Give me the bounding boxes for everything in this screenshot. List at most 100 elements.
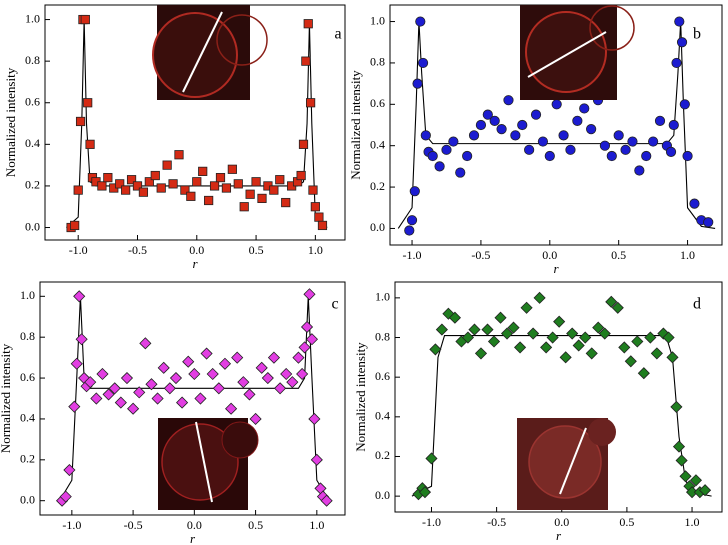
point [245,189,255,199]
point [585,347,598,360]
point [468,323,481,336]
point [306,98,316,108]
point [412,78,423,89]
point [404,225,415,236]
y-tick-label: 0.2 [25,178,40,192]
x-tick-label: 0.0 [542,248,557,262]
point [657,327,670,340]
point [520,301,533,314]
point [624,355,637,368]
point [215,173,226,183]
point [533,291,546,304]
y-tick-label: 0.4 [25,136,40,150]
point [296,367,309,381]
point [676,37,688,48]
point [540,341,553,354]
point [565,144,576,155]
point [310,202,320,212]
point [70,220,80,231]
point [186,191,196,201]
plot-area [411,291,712,501]
point [102,388,115,401]
x-tick-label: 0.5 [619,515,634,529]
point [298,341,311,354]
point [267,351,281,364]
point [70,357,83,370]
x-axis-label: r [190,531,196,545]
point [286,376,299,389]
point [566,327,579,340]
plot-area [55,288,333,507]
y-axis-label: Normalized intensity [3,67,18,177]
inset-image-c [158,418,259,510]
point [572,115,583,126]
point [481,323,494,336]
point [689,474,703,487]
point [204,195,214,206]
point [157,361,170,374]
point [251,177,261,187]
point [503,95,514,106]
y-tick-label: 0.4 [20,411,35,425]
point [261,371,274,385]
point [462,150,473,162]
point [317,220,328,231]
point [163,382,176,395]
x-axis-label: r [553,261,559,276]
point [592,321,605,334]
point [668,119,679,131]
point [84,376,97,389]
point [634,165,645,176]
point [482,109,493,120]
point [305,333,318,346]
point [487,335,501,348]
y-tick-label: 0.2 [375,448,390,462]
point [448,311,461,324]
point [209,181,220,191]
point [227,164,237,174]
point [496,124,507,135]
y-tick-label: 0.2 [370,179,385,193]
point [441,144,452,155]
point [221,183,232,193]
point [108,382,121,395]
inset-image-d [517,418,616,510]
point [698,484,712,497]
point [510,130,521,141]
point [310,453,323,466]
point [308,185,318,195]
point [674,16,685,27]
panel-3: -1.0 -0.5 0.0 0.5 1.0 0.0 0.2 0.4 0.6 0.8 1.0 r Norm… [353,281,723,543]
point [218,357,232,370]
x-tick-label: 1.0 [308,243,323,257]
x-tick-label: -0.5 [128,243,147,257]
point [689,198,700,209]
x-axis-label: r [556,528,562,543]
point [275,175,285,185]
point [558,130,569,141]
x-tick-label: 0.0 [554,515,569,529]
point [80,14,90,25]
point [150,170,160,181]
point [665,146,677,157]
point [96,367,109,381]
point [613,130,624,141]
x-tick-label: -1.0 [69,243,88,257]
point [280,367,293,381]
point [75,333,88,346]
point [579,331,592,344]
point [200,347,213,360]
point [474,347,488,360]
point [59,490,72,503]
point [662,331,675,344]
point [90,392,103,405]
y-tick-label: 1.0 [25,11,40,25]
point [507,321,520,334]
point [586,124,597,135]
point [605,295,618,308]
point [650,347,663,360]
point [180,185,190,195]
point [599,140,611,151]
y-tick-label: 0.0 [25,219,40,233]
point [249,412,262,426]
